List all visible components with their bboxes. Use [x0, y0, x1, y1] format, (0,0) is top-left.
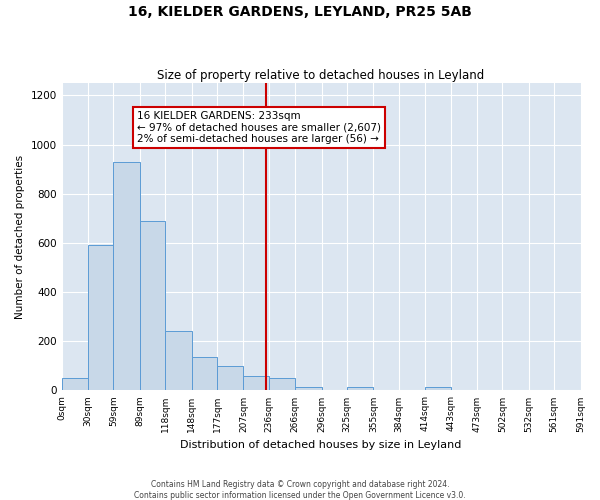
Bar — [140, 221, 165, 390]
Bar — [217, 366, 244, 390]
Text: Contains HM Land Registry data © Crown copyright and database right 2024.
Contai: Contains HM Land Registry data © Crown c… — [134, 480, 466, 500]
Text: 16, KIELDER GARDENS, LEYLAND, PR25 5AB: 16, KIELDER GARDENS, LEYLAND, PR25 5AB — [128, 5, 472, 19]
Bar — [88, 246, 113, 390]
Bar — [425, 386, 451, 390]
Bar — [62, 378, 88, 390]
Y-axis label: Number of detached properties: Number of detached properties — [15, 154, 25, 319]
Title: Size of property relative to detached houses in Leyland: Size of property relative to detached ho… — [157, 69, 485, 82]
Bar — [244, 376, 269, 390]
Bar — [191, 357, 217, 390]
Bar — [269, 378, 295, 390]
Text: 16 KIELDER GARDENS: 233sqm
← 97% of detached houses are smaller (2,607)
2% of se: 16 KIELDER GARDENS: 233sqm ← 97% of deta… — [137, 111, 381, 144]
Bar — [347, 386, 373, 390]
Bar — [165, 332, 191, 390]
Bar — [113, 162, 140, 390]
Bar — [295, 386, 322, 390]
X-axis label: Distribution of detached houses by size in Leyland: Distribution of detached houses by size … — [181, 440, 462, 450]
